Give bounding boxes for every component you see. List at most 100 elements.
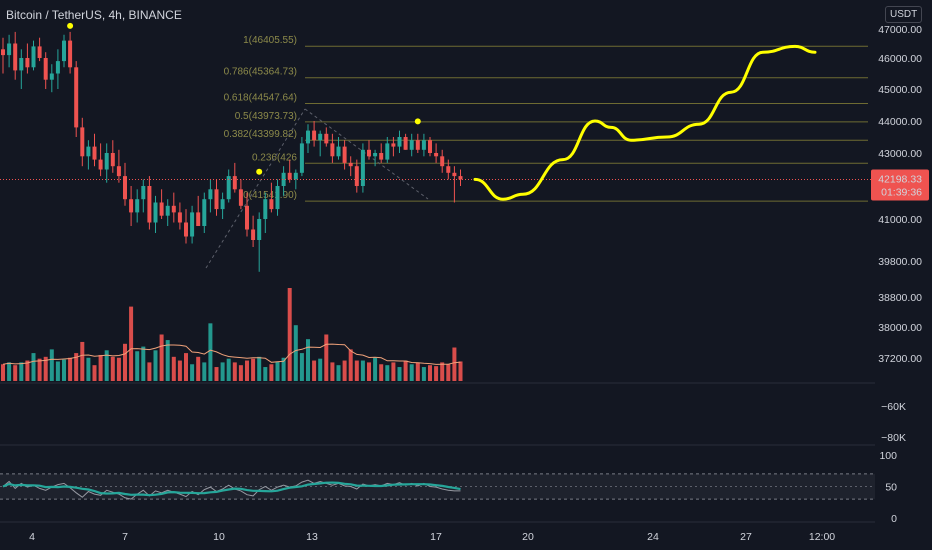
time-tick-label: 27	[740, 531, 752, 543]
currency-label[interactable]: USDT	[885, 6, 923, 23]
candle-body	[68, 40, 73, 68]
candle-body	[110, 153, 115, 167]
volume-bar	[123, 343, 127, 381]
volume-bar	[196, 356, 201, 381]
volume-bar	[299, 353, 304, 381]
candle-body	[287, 172, 292, 180]
volume-bar	[324, 334, 329, 381]
volume-bar	[312, 360, 317, 381]
volume-bar	[104, 350, 109, 381]
candle-body	[98, 159, 103, 170]
rsi-tick-label: 0	[891, 513, 897, 525]
volume-bar	[391, 362, 396, 381]
candle-body	[440, 156, 445, 167]
price-tick-label: 41000.00	[878, 214, 922, 226]
volume-bar	[293, 325, 298, 381]
time-tick-label: 10	[213, 531, 225, 543]
candle-body	[428, 140, 432, 153]
volume-bar	[1, 364, 5, 381]
time-tick-label: 4	[29, 531, 35, 543]
volume-bar	[92, 365, 97, 381]
volume-bar	[434, 366, 439, 381]
volume-bar	[263, 367, 268, 381]
price-axis[interactable]: 47000.00 46000.00 45000.00 44000.00 43000.00…	[871, 24, 929, 525]
candle-body	[458, 176, 463, 180]
fib-label-0: 0(41541.90)	[243, 190, 297, 201]
volume-bar	[232, 362, 237, 381]
volume-bar	[367, 362, 371, 381]
volume-bar	[86, 357, 91, 381]
candle-body	[208, 189, 213, 200]
volume-bar	[98, 354, 103, 381]
price-tick-label: 46000.00	[878, 53, 922, 65]
candle-body	[312, 130, 317, 141]
volume-bar	[336, 365, 341, 381]
candle-body	[232, 176, 237, 190]
candle-body	[360, 149, 365, 186]
candle-body	[281, 172, 286, 186]
projection-drawing[interactable]	[473, 44, 817, 201]
candle-body	[7, 43, 12, 56]
candle-body	[80, 127, 85, 157]
time-tick-label: 17	[430, 531, 442, 543]
volume-tick-label: −80K	[881, 432, 906, 444]
volume-bar	[135, 351, 140, 381]
candle-body	[55, 61, 60, 74]
candle-body	[330, 143, 335, 157]
candle-body	[269, 199, 274, 210]
candle-body	[86, 146, 91, 157]
candle-body	[196, 212, 201, 226]
volume-bar	[360, 360, 365, 381]
candle-body	[415, 140, 420, 150]
volume-bar	[415, 362, 420, 381]
candle-body	[367, 149, 371, 157]
candles	[1, 22, 463, 272]
volume-bar	[171, 356, 176, 381]
candle-body	[171, 205, 176, 213]
trend-line-down	[304, 108, 429, 200]
volume-bar	[379, 364, 384, 381]
candle-body	[104, 153, 109, 170]
volume-bar	[403, 360, 408, 381]
marker-dot	[414, 118, 421, 125]
candle-body	[452, 172, 457, 177]
fib-label-0.5: 0.5(43973.73)	[235, 111, 297, 122]
candle-body	[116, 166, 121, 177]
price-tick-label: 38000.00	[878, 322, 922, 334]
candle-body	[165, 205, 170, 216]
volume-bar	[385, 365, 390, 381]
volume-bar	[251, 358, 256, 381]
candle-body	[37, 46, 42, 58]
candle-body	[135, 199, 140, 213]
candle-body	[397, 137, 402, 147]
time-axis[interactable]: 4 7 10 13 17 20 24 27 12:00	[29, 531, 835, 543]
fib-label-1: 1(46405.55)	[243, 35, 297, 46]
trend-line-up	[205, 108, 306, 269]
candle-body	[159, 202, 164, 216]
fib-label-0.618: 0.618(44547.64)	[224, 92, 297, 103]
volume-bar	[159, 334, 164, 381]
rsi-tick-label: 100	[879, 450, 897, 462]
candle-body	[43, 58, 48, 80]
candle-body	[202, 199, 207, 226]
price-tick-label: 39800.00	[878, 256, 922, 268]
volume-bar	[116, 357, 121, 381]
volume-bar	[318, 358, 323, 381]
candle-body	[226, 176, 231, 200]
volume-bar	[220, 362, 225, 381]
price-tick-label: 38800.00	[878, 292, 922, 304]
volume-bar	[409, 364, 414, 381]
volume-bar	[226, 358, 231, 381]
candle-body	[129, 199, 134, 213]
dashed-trend-lines	[205, 108, 429, 269]
volume-bar	[55, 361, 60, 381]
candle-body	[409, 140, 414, 150]
candle-body	[299, 143, 304, 173]
volume-bar	[177, 360, 182, 381]
fibonacci-retracement[interactable]: 1(46405.55) 0.786(45364.73) 0.618(44547.64…	[224, 35, 868, 202]
candle-body	[446, 166, 451, 173]
volume-bar	[68, 357, 73, 381]
candle-body	[434, 153, 439, 157]
volume-bar	[49, 349, 54, 381]
